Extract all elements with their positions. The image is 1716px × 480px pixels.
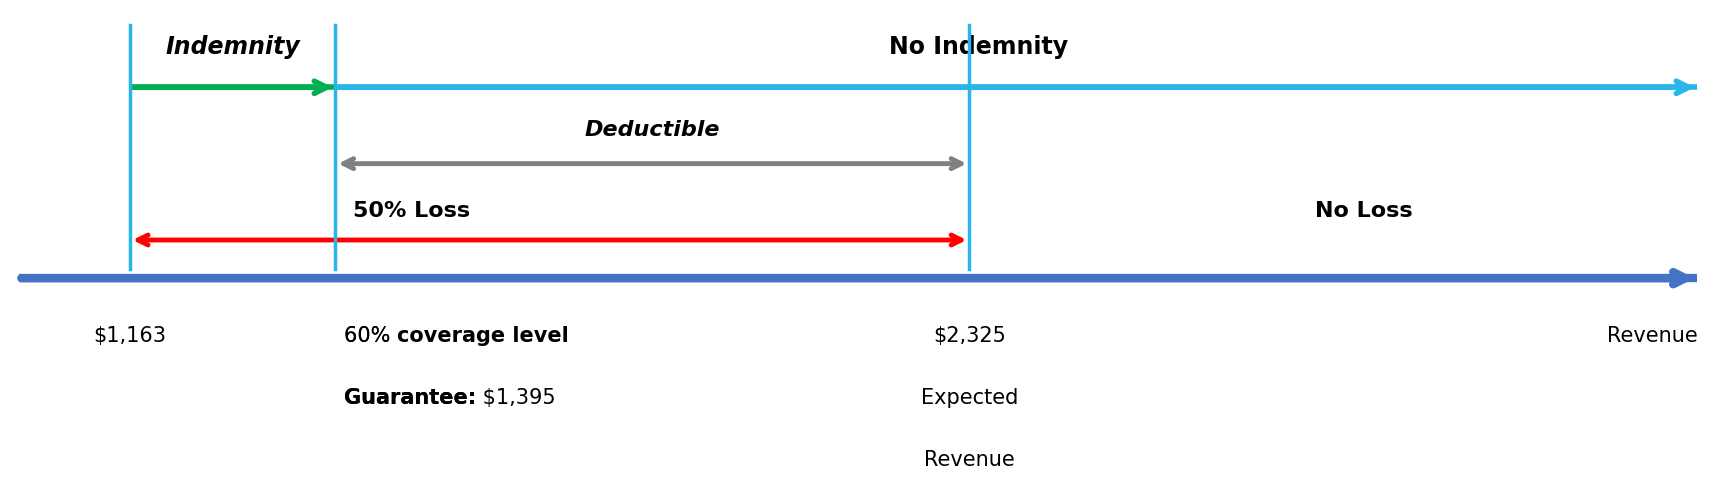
Text: 60%: 60%	[343, 326, 396, 346]
Text: 50% Loss: 50% Loss	[352, 201, 470, 221]
Text: No Loss: No Loss	[1314, 201, 1412, 221]
Text: No Indemnity: No Indemnity	[889, 35, 1067, 59]
Text: Indemnity: Indemnity	[165, 35, 300, 59]
Text: 60%: 60%	[343, 326, 396, 346]
Text: Revenue: Revenue	[1606, 326, 1697, 346]
Text: coverage level: coverage level	[396, 326, 568, 346]
Text: $1,395: $1,395	[475, 388, 556, 408]
Text: $2,325: $2,325	[934, 326, 1006, 346]
Text: Guarantee:: Guarantee:	[343, 388, 475, 408]
Text: Guarantee:: Guarantee:	[343, 388, 475, 408]
Text: Deductible: Deductible	[585, 120, 721, 140]
Text: Expected: Expected	[921, 388, 1018, 408]
Text: Revenue: Revenue	[923, 450, 1014, 470]
Text: $1,163: $1,163	[93, 326, 166, 346]
